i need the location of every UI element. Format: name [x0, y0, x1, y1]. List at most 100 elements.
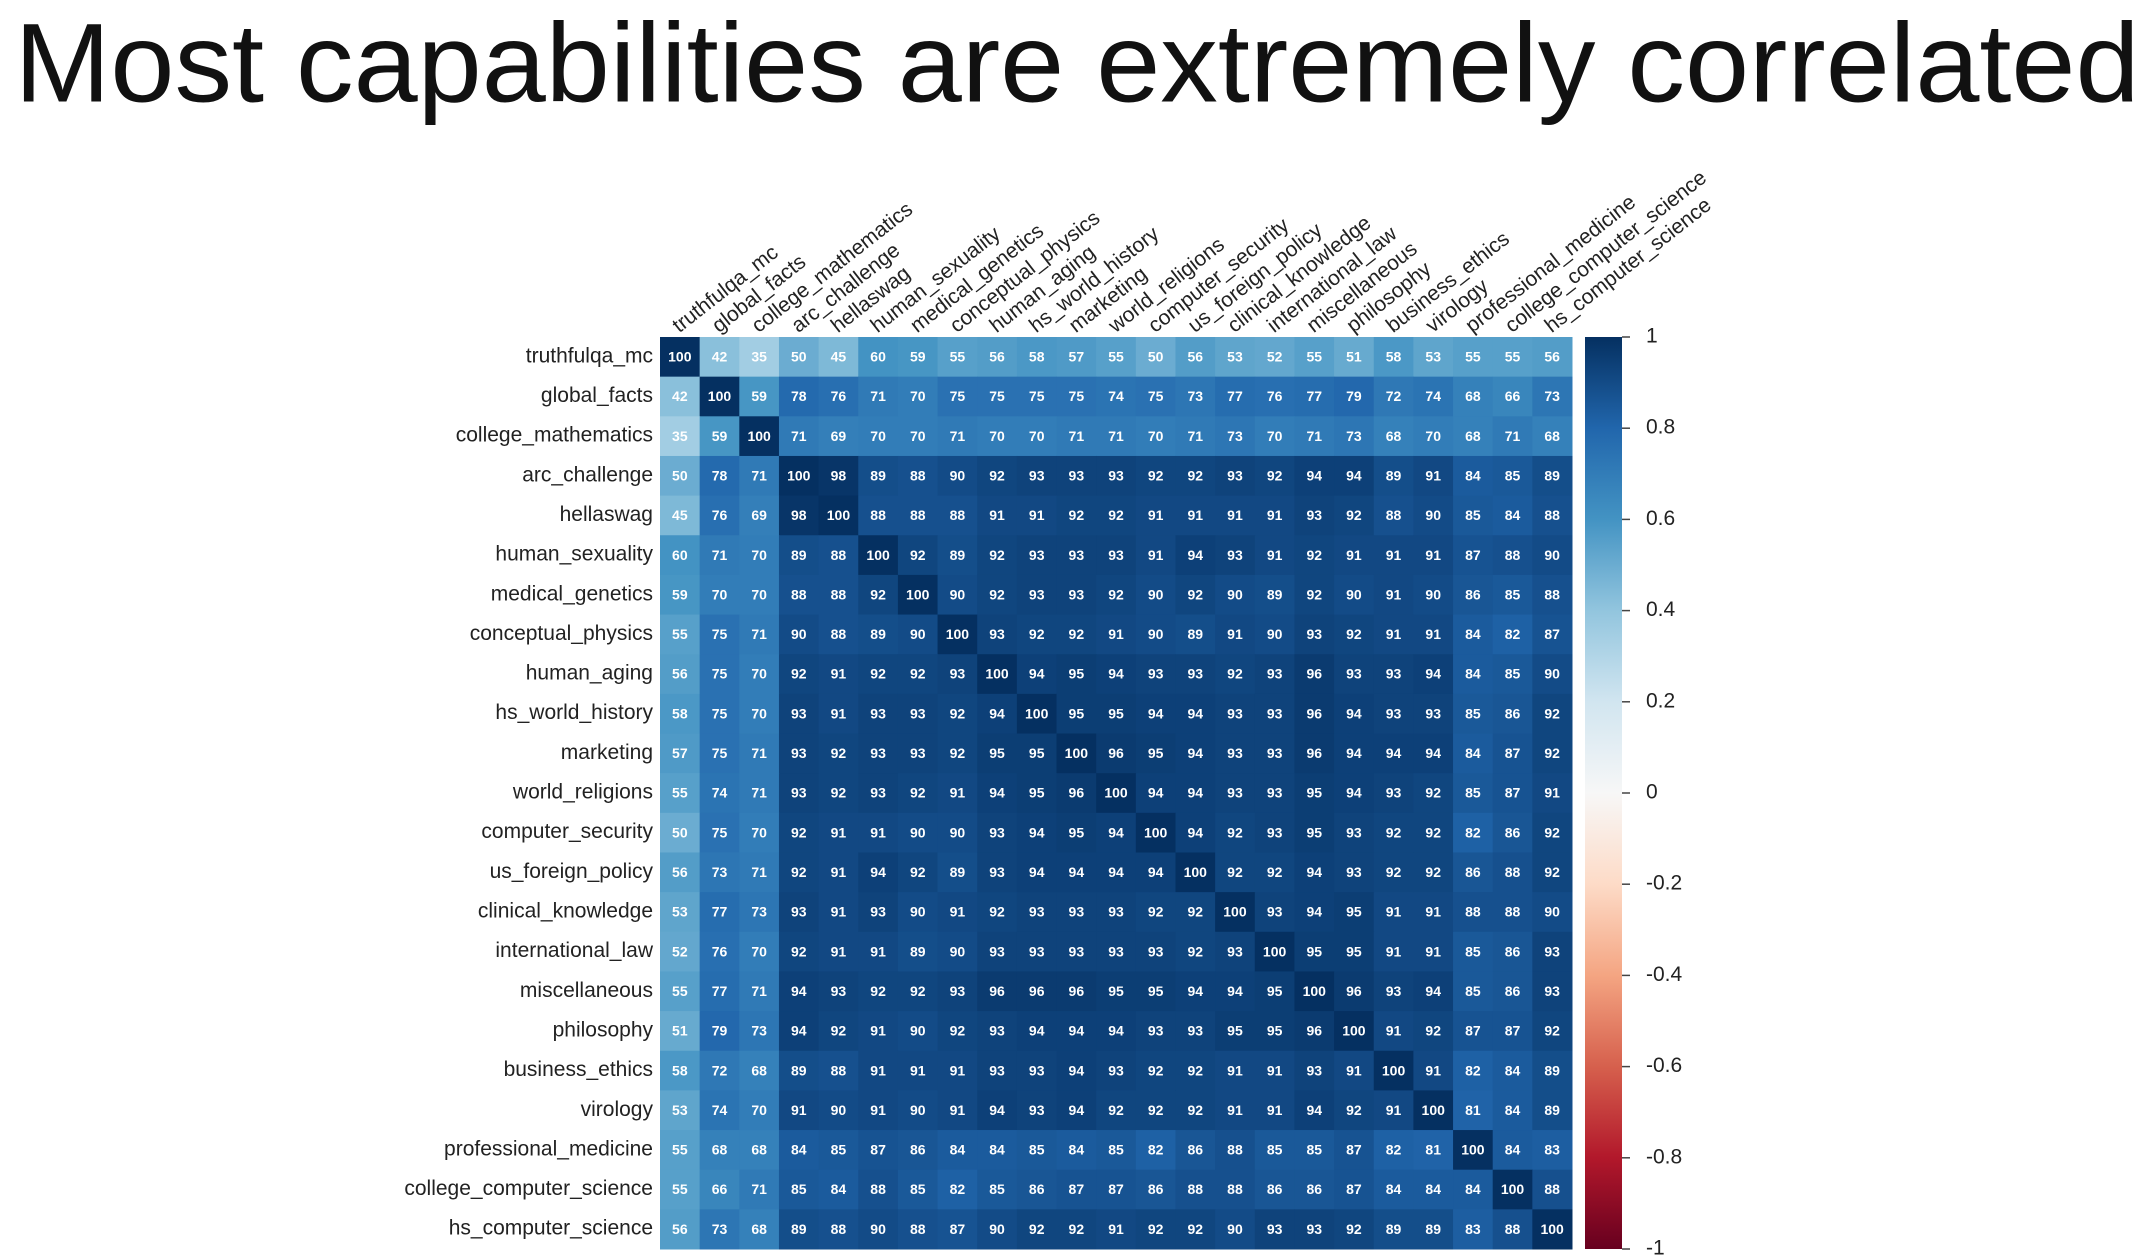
heatmap-cell — [1056, 376, 1097, 417]
cell-label: 96 — [1346, 983, 1362, 999]
heatmap-cell — [1413, 971, 1454, 1012]
heatmap-cell — [778, 1011, 820, 1052]
cell-label: 94 — [1188, 705, 1204, 721]
heatmap-cell — [1254, 1011, 1295, 1052]
cell-label: 68 — [751, 1062, 767, 1078]
heatmap-cell — [977, 574, 1018, 616]
cell-label: 93 — [1267, 705, 1283, 721]
heatmap-cell — [1056, 812, 1097, 853]
heatmap-cell — [1532, 614, 1573, 655]
cell-label: 93 — [989, 943, 1005, 959]
cell-label: 100 — [1065, 745, 1089, 761]
cell-label: 87 — [1069, 1181, 1085, 1197]
heatmap-cell — [858, 1050, 899, 1091]
cell-label: 95 — [1029, 745, 1045, 761]
cell-label: 94 — [1306, 864, 1322, 880]
cell-label: 94 — [989, 785, 1005, 801]
heatmap-cell — [858, 1011, 899, 1052]
heatmap-cell — [1532, 693, 1573, 735]
cell-label: 90 — [791, 626, 807, 642]
heatmap-cell — [1016, 614, 1058, 655]
heatmap-cell — [1016, 971, 1058, 1012]
heatmap-cell — [1016, 535, 1058, 576]
heatmap-cell — [1373, 1050, 1414, 1091]
cell-label: 94 — [1029, 1023, 1045, 1039]
colorbar-tick-label: 0.2 — [1646, 689, 1675, 712]
heatmap-cell — [1413, 812, 1454, 853]
cell-label: 92 — [1346, 1102, 1362, 1118]
heatmap-cell — [1373, 931, 1414, 972]
heatmap-cell — [1215, 376, 1256, 417]
cell-label: 51 — [1346, 349, 1362, 365]
heatmap-cell — [1492, 1169, 1533, 1210]
heatmap-cell — [1175, 495, 1216, 536]
cell-label: 93 — [1029, 586, 1045, 602]
cell-label: 93 — [791, 904, 807, 920]
heatmap-cell — [1215, 971, 1256, 1012]
cell-label: 90 — [950, 586, 966, 602]
heatmap-cell — [1056, 1209, 1097, 1250]
cell-label: 78 — [791, 388, 807, 404]
cell-label: 81 — [1425, 1142, 1441, 1158]
heatmap-cell — [818, 1209, 859, 1250]
y-tick-label: human_sexuality — [495, 543, 653, 566]
cell-label: 45 — [831, 349, 847, 365]
cell-label: 94 — [1148, 785, 1164, 801]
y-tick-label: world_religions — [512, 781, 653, 804]
heatmap-cell — [937, 495, 978, 536]
heatmap-cell — [1254, 376, 1295, 417]
cell-label: 90 — [870, 1221, 886, 1237]
heatmap-cell — [858, 733, 899, 774]
heatmap-cell — [1453, 1130, 1494, 1171]
heatmap-cell — [977, 654, 1018, 695]
cell-label: 90 — [910, 904, 926, 920]
cell-label: 92 — [1425, 785, 1441, 801]
cell-label: 91 — [950, 904, 966, 920]
heatmap-cell — [1373, 455, 1414, 497]
cell-label: 93 — [1069, 904, 1085, 920]
cell-label: 85 — [1267, 1142, 1283, 1158]
colorbar-tick-label: 1 — [1646, 325, 1658, 348]
heatmap-cell — [937, 337, 978, 378]
heatmap-cell — [858, 892, 899, 933]
cell-label: 91 — [1386, 943, 1402, 959]
cell-label: 93 — [1148, 943, 1164, 959]
cell-label: 95 — [1148, 745, 1164, 761]
cell-label: 88 — [870, 1181, 886, 1197]
cell-label: 88 — [950, 507, 966, 523]
cell-label: 92 — [1148, 1221, 1164, 1237]
cell-label: 94 — [1108, 824, 1124, 840]
heatmap-cell — [1532, 654, 1573, 695]
cell-label: 93 — [1346, 864, 1362, 880]
heatmap-cell — [977, 812, 1018, 853]
cell-label: 94 — [1188, 745, 1204, 761]
heatmap-cell — [1294, 693, 1335, 735]
heatmap-cell — [1135, 971, 1176, 1012]
heatmap-cell — [1254, 574, 1295, 616]
heatmap-cell — [1413, 574, 1454, 616]
heatmap-cell — [660, 1011, 701, 1052]
cell-label: 68 — [1465, 428, 1481, 444]
cell-label: 85 — [1108, 1142, 1124, 1158]
heatmap-cell — [1175, 535, 1216, 576]
heatmap-cell — [818, 535, 859, 576]
cell-label: 56 — [672, 1221, 688, 1237]
heatmap-cell — [977, 1090, 1018, 1131]
cell-label: 88 — [1544, 507, 1560, 523]
heatmap-cell — [818, 892, 859, 933]
heatmap-cell — [778, 654, 820, 695]
cell-label: 93 — [1029, 547, 1045, 563]
cell-label: 90 — [1544, 666, 1560, 682]
heatmap-cell — [1096, 852, 1137, 893]
heatmap-cell — [1492, 376, 1533, 417]
heatmap-cell — [1334, 971, 1375, 1012]
cell-label: 94 — [1306, 467, 1322, 483]
cell-label: 92 — [1148, 1062, 1164, 1078]
y-tick-label: virology — [581, 1098, 654, 1121]
cell-label: 93 — [831, 983, 847, 999]
heatmap-cell — [1492, 614, 1533, 655]
cell-label: 100 — [787, 467, 811, 483]
cell-label: 93 — [1267, 785, 1283, 801]
cell-label: 59 — [672, 586, 688, 602]
heatmap-cell — [937, 1050, 978, 1091]
